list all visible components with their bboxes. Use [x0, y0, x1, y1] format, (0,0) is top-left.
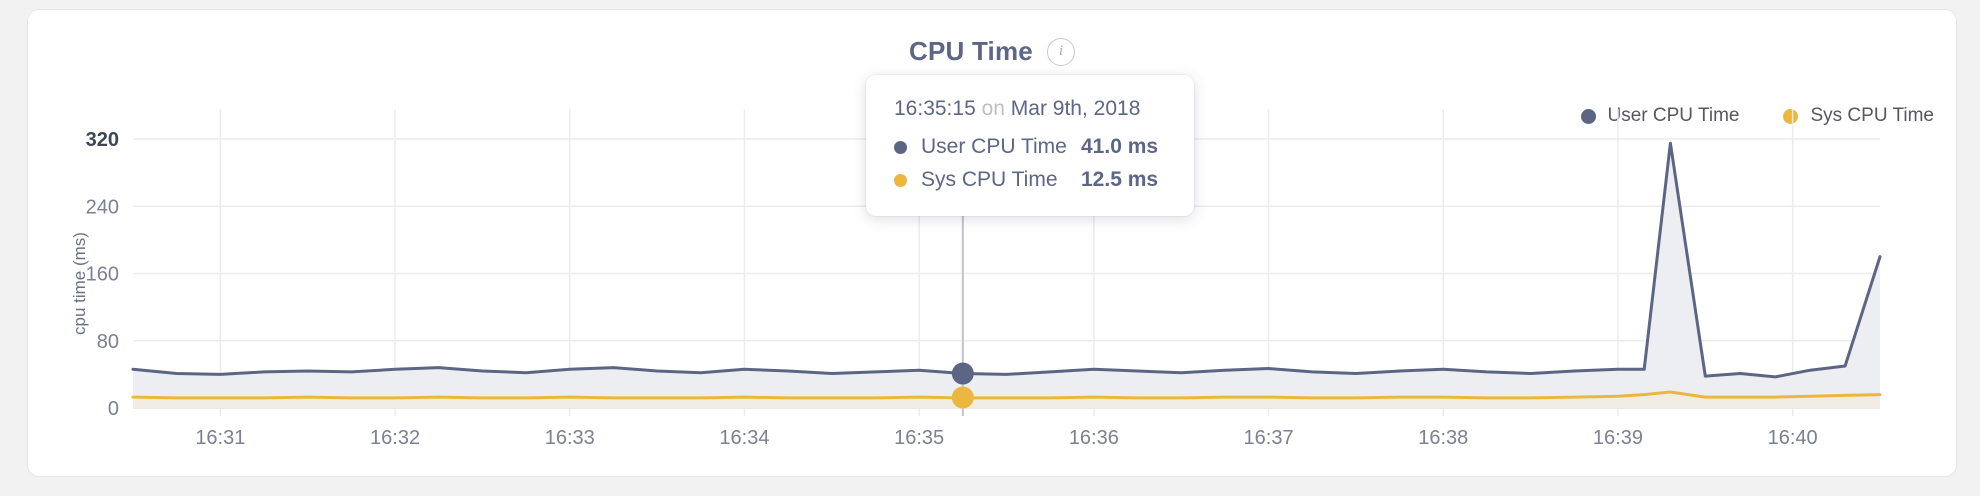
x-axis-tick-label: 16:35	[894, 427, 944, 449]
tooltip-connector: on	[981, 97, 1005, 120]
y-axis-tick-label: 240	[86, 196, 119, 218]
y-axis-tick-label: 320	[86, 129, 119, 151]
x-axis-tick-label: 16:36	[1069, 427, 1119, 449]
line-sys-cpu-time	[131, 390, 1882, 400]
x-axis-tick-label: 16:38	[1418, 427, 1468, 449]
x-axis-tick-label: 16:31	[195, 427, 245, 449]
area-user-cpu-time	[133, 143, 1880, 408]
y-axis-title: cpu time (ms)	[70, 232, 89, 335]
tooltip-dot-user-cpu-time	[894, 140, 907, 154]
cpu-time-card: CPU Time i User CPU Time Sys CPU Time 0 8…	[27, 9, 1957, 477]
y-axis-tick-label: 0	[108, 398, 119, 420]
page-title: CPU Time	[909, 36, 1033, 66]
info-icon[interactable]: i	[1046, 37, 1075, 66]
x-axis-tick-label: 16:37	[1244, 427, 1294, 449]
tooltip-row-sys-cpu-time: Sys CPU Time 12.5 ms	[894, 168, 1166, 192]
tooltip-row-user-cpu-time: User CPU Time 41.0 ms	[894, 135, 1166, 159]
legend-item-sys-cpu-time[interactable]: Sys CPU Time	[1783, 105, 1934, 127]
x-axis-tick-label: 16:40	[1768, 427, 1818, 449]
x-axis-tick-label: 16:33	[545, 427, 595, 449]
hover-marker-sys-cpu-time	[951, 386, 974, 409]
line-user-cpu-time	[131, 141, 1882, 379]
chart-legend: User CPU Time Sys CPU Time	[1580, 105, 1934, 127]
legend-dot-user-cpu-time	[1580, 108, 1596, 124]
legend-label-user-cpu-time: User CPU Time	[1607, 105, 1740, 126]
tooltip-dot-sys-cpu-time	[894, 173, 907, 187]
tooltip-timestamp: 16:35:15 on Mar 9th, 2018	[894, 97, 1166, 121]
y-axis-tick-label: 80	[97, 331, 119, 353]
legend-label-sys-cpu-time: Sys CPU Time	[1810, 105, 1934, 126]
chart-header: CPU Time i	[28, 36, 1956, 67]
tooltip-date: Mar 9th, 2018	[1010, 97, 1141, 120]
tooltip-name-user-cpu-time: User CPU Time	[921, 135, 1067, 158]
x-axis-tick-label: 16:34	[719, 427, 769, 449]
tooltip-name-sys-cpu-time: Sys CPU Time	[921, 168, 1058, 191]
hover-tooltip: 16:35:15 on Mar 9th, 2018 User CPU Time …	[866, 75, 1194, 216]
legend-item-user-cpu-time[interactable]: User CPU Time	[1580, 105, 1740, 127]
y-axis-tick-label: 160	[86, 264, 119, 286]
area-sys-cpu-time	[133, 392, 1880, 408]
x-axis-tick-label: 16:32	[370, 427, 420, 449]
hover-marker-user-cpu-time	[951, 362, 974, 385]
tooltip-value-sys-cpu-time: 12.5 ms	[1081, 168, 1159, 191]
x-axis-tick-label: 16:39	[1593, 427, 1643, 449]
legend-dot-sys-cpu-time	[1783, 108, 1799, 124]
tooltip-time: 16:35:15	[894, 97, 976, 120]
tooltip-value-user-cpu-time: 41.0 ms	[1081, 135, 1159, 158]
